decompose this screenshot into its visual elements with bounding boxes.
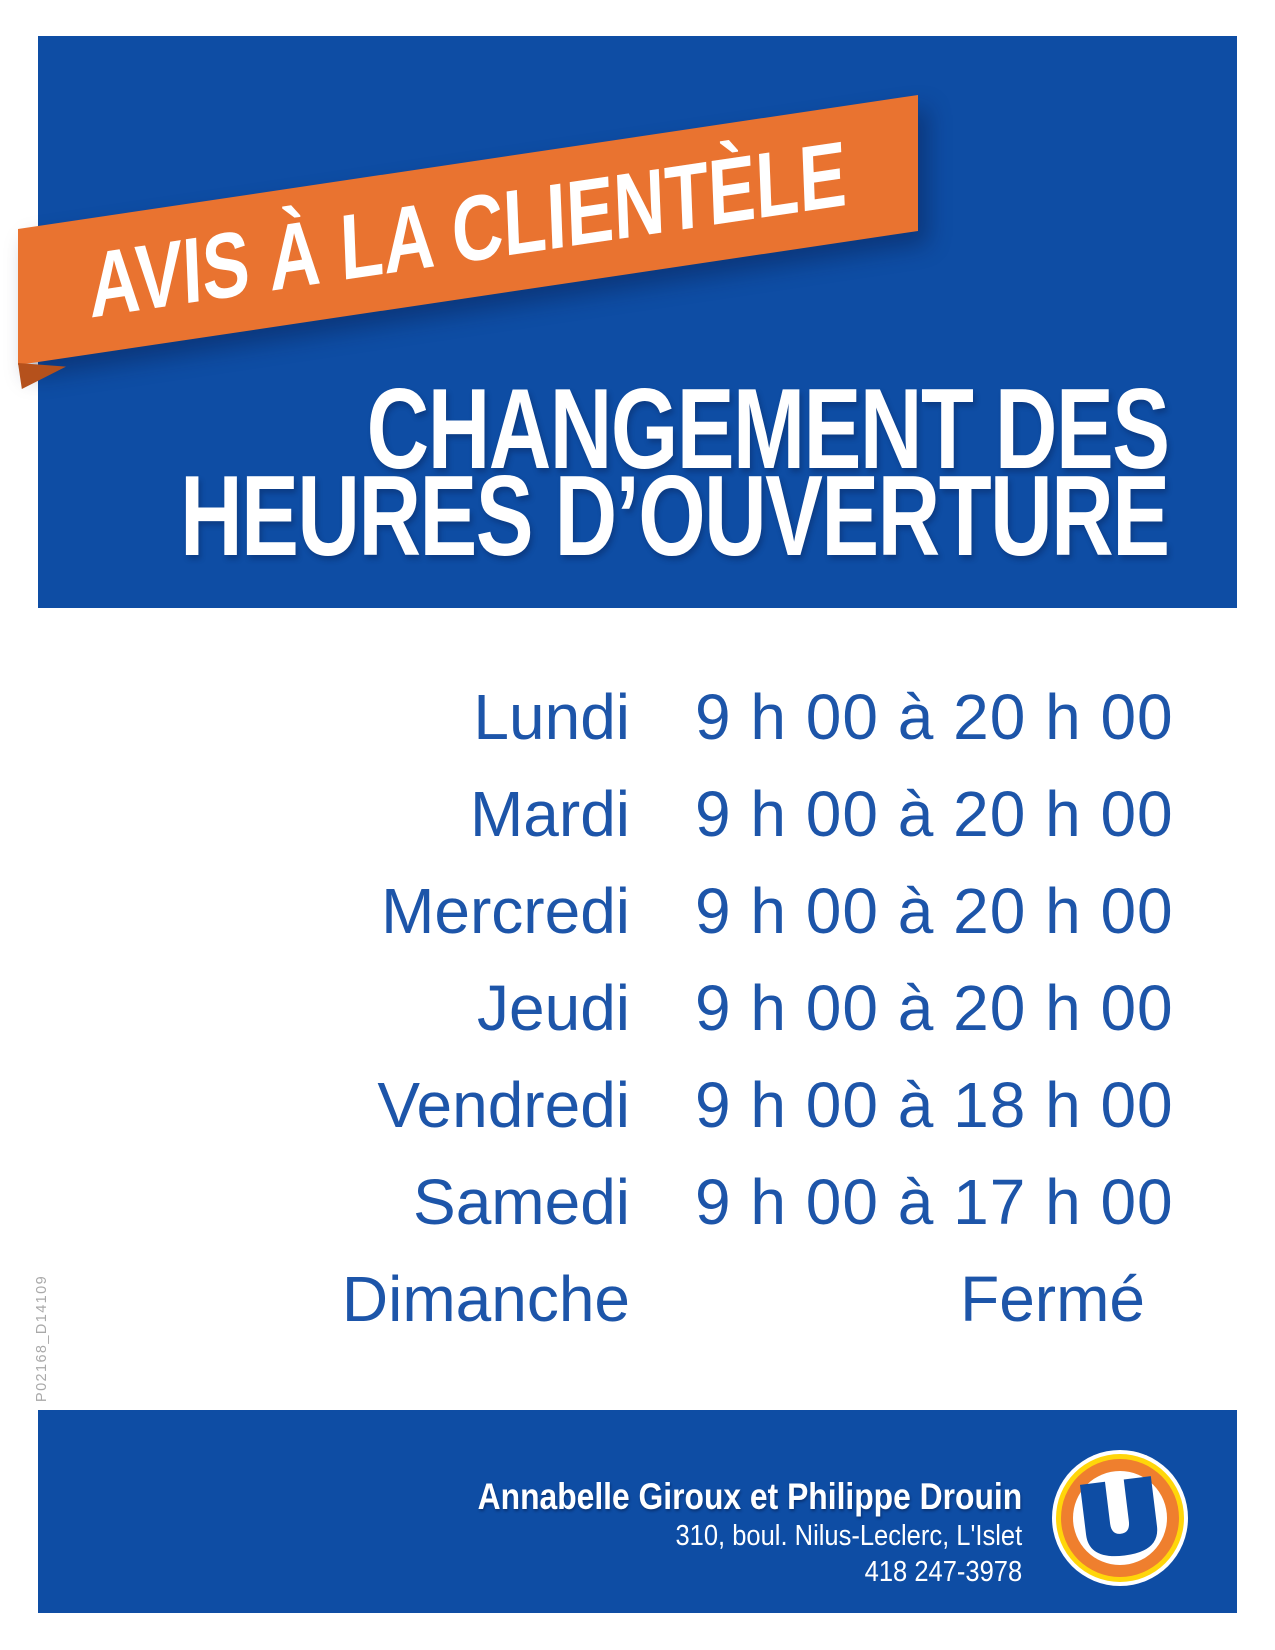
footer-bar: Annabelle Giroux et Philippe Drouin 310,… <box>38 1410 1237 1613</box>
schedule-hours-value: 9 h 00 à 20 h 00 <box>695 875 1174 947</box>
schedule-row: Jeudi 9 h 00 à 20 h 00 <box>0 960 1174 1057</box>
schedule-day-label: Samedi <box>413 1166 630 1238</box>
uniprix-logo <box>1052 1450 1188 1586</box>
schedule-day-label: Mercredi <box>381 875 630 947</box>
schedule-hours-value: 9 h 00 à 17 h 00 <box>695 1166 1174 1238</box>
schedule-row: Dimanche Fermé <box>0 1251 1145 1348</box>
opening-hours-table: Lundi 9 h 00 à 20 h 00 Mardi 9 h 00 à 20… <box>0 669 1174 1348</box>
schedule-hours-value: 9 h 00 à 20 h 00 <box>695 778 1174 850</box>
schedule-row: Vendredi 9 h 00 à 18 h 00 <box>0 1057 1174 1154</box>
schedule-day-label: Jeudi <box>477 972 630 1044</box>
schedule-hours-value: 9 h 00 à 20 h 00 <box>695 681 1174 753</box>
schedule-row: Mercredi 9 h 00 à 20 h 00 <box>0 863 1174 960</box>
logo-u-icon <box>1079 1476 1158 1557</box>
schedule-row: Lundi 9 h 00 à 20 h 00 <box>0 669 1174 766</box>
schedule-hours-value: 9 h 00 à 18 h 00 <box>695 1069 1174 1141</box>
schedule-hours-value: 9 h 00 à 20 h 00 <box>695 972 1174 1044</box>
owners-names: Annabelle Giroux et Philippe Drouin <box>477 1476 1022 1517</box>
store-address: 310, boul. Nilus-Leclerc, L'Islet <box>675 1520 1022 1552</box>
title-line-1: CHANGEMENT DES <box>366 366 1169 493</box>
schedule-day-label: Vendredi <box>377 1069 630 1141</box>
schedule-day-label: Lundi <box>473 681 630 753</box>
store-contact-block: Annabelle Giroux et Philippe Drouin 310,… <box>389 1476 1022 1590</box>
print-reference-code: P02168_D14109 <box>34 1274 50 1402</box>
schedule-day-label: Mardi <box>469 778 630 850</box>
store-phone: 418 247-3978 <box>864 1556 1022 1588</box>
schedule-day-label: Dimanche <box>341 1263 630 1335</box>
notice-title: CHANGEMENT DES HEURES D’OUVERTURE <box>179 366 1170 580</box>
title-line-2: HEURES D’OUVERTURE <box>179 453 1170 580</box>
schedule-row: Mardi 9 h 00 à 20 h 00 <box>0 766 1174 863</box>
schedule-hours-value: Fermé <box>960 1263 1145 1335</box>
schedule-row: Samedi 9 h 00 à 17 h 00 <box>0 1154 1174 1251</box>
